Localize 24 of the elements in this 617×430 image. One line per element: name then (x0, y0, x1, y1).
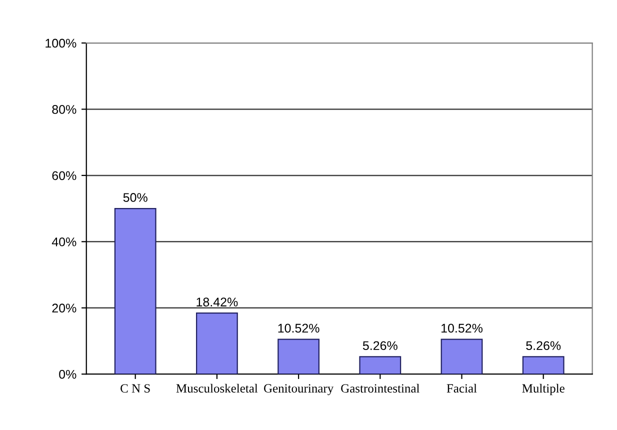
data-label: 50% (123, 193, 148, 202)
x-tick-label: Gastrointestinal (341, 384, 420, 393)
x-tick-label: C N S (120, 384, 150, 393)
x-tick-label: Musculoskeletal (176, 384, 258, 393)
x-tick-label: Facial (446, 384, 477, 393)
bar (440, 338, 483, 374)
y-tick-label: 100% (46, 38, 76, 48)
bar (522, 356, 564, 374)
bar (359, 356, 402, 374)
x-tick-label: Multiple (522, 384, 564, 396)
bar (278, 338, 320, 374)
x-tick-label: Genitourinary (264, 384, 334, 396)
y-tick-label: 80% (52, 105, 76, 114)
data-label: 10.52% (278, 324, 320, 333)
y-tick-label: 40% (52, 237, 76, 246)
y-tick-label: 20% (52, 304, 76, 313)
data-label: 10.52% (442, 324, 483, 333)
data-label: 5.26% (526, 341, 561, 350)
data-label: 18.42% (196, 298, 238, 306)
bar (114, 208, 156, 374)
data-label: 5.26% (362, 341, 398, 350)
y-tick-label: 60% (52, 171, 76, 180)
bar (196, 312, 238, 374)
y-tick-label: 0% (59, 370, 76, 379)
